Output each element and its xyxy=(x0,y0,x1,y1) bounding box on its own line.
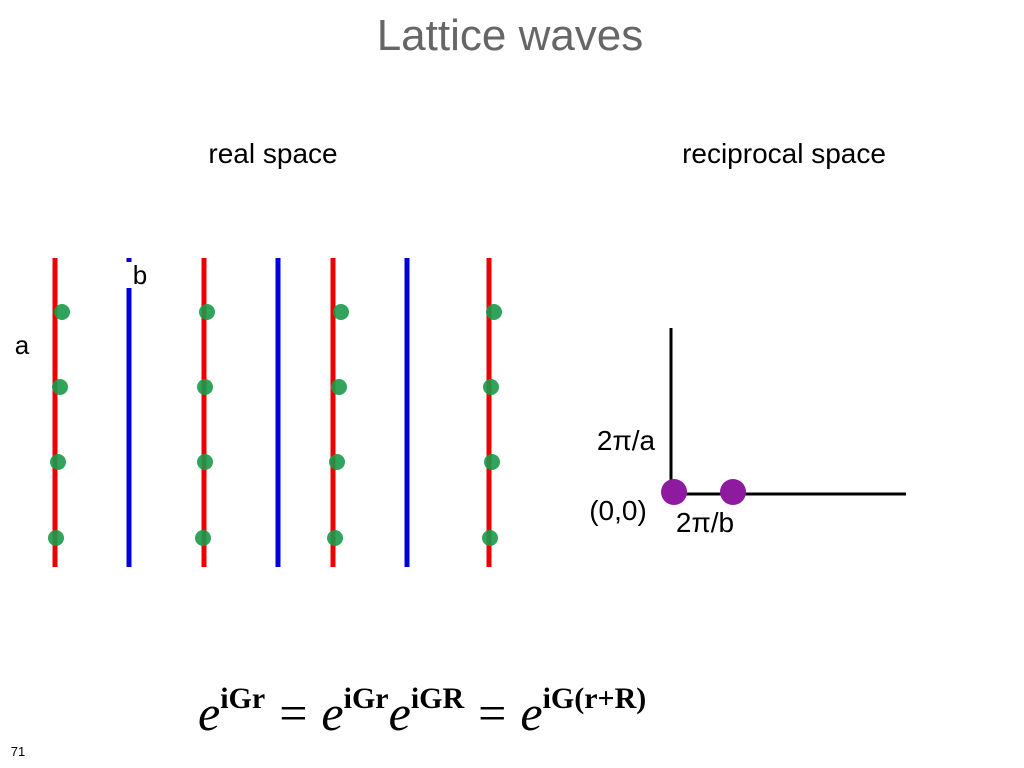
real-space-label: real space xyxy=(208,138,337,169)
atom xyxy=(482,530,498,546)
reciprocal-point xyxy=(661,479,687,505)
equation-base: e xyxy=(388,685,411,741)
atom xyxy=(195,530,211,546)
atom xyxy=(52,379,68,395)
real-lattice xyxy=(48,258,502,567)
equation-base: e xyxy=(520,685,543,741)
reciprocal-point xyxy=(720,479,746,505)
equation-operator: = xyxy=(478,685,507,741)
lattice-a-label: a xyxy=(15,330,30,360)
atom xyxy=(54,304,70,320)
equation: eiGr = eiGreiGR = eiG(r+R) xyxy=(198,682,646,742)
atom xyxy=(327,530,343,546)
equation-exponent: iGr xyxy=(220,682,266,715)
atom xyxy=(333,304,349,320)
atom xyxy=(197,454,213,470)
reciprocal-a-label: 2π/a xyxy=(597,425,656,456)
origin-label: (0,0) xyxy=(589,495,647,526)
equation-base: e xyxy=(321,685,344,741)
atom xyxy=(329,454,345,470)
atom xyxy=(50,454,66,470)
atom xyxy=(483,379,499,395)
reciprocal-space-label: reciprocal space xyxy=(682,138,886,169)
atom xyxy=(486,304,502,320)
equation-exponent: iGr xyxy=(343,682,389,715)
label-mask xyxy=(118,262,134,288)
atom xyxy=(331,379,347,395)
equation-operator: = xyxy=(279,685,308,741)
atom xyxy=(197,379,213,395)
reciprocal-b-label: 2π/b xyxy=(676,507,734,538)
page-number: 71 xyxy=(11,744,25,759)
atom xyxy=(48,530,64,546)
equation-exponent: iGR xyxy=(410,682,465,715)
atom xyxy=(484,454,500,470)
lattice-b-label: b xyxy=(133,260,147,290)
atom xyxy=(199,304,215,320)
equation-exponent: iG(r+R) xyxy=(542,682,647,715)
slide-title: Lattice waves xyxy=(377,11,644,60)
equation-base: e xyxy=(198,685,221,741)
